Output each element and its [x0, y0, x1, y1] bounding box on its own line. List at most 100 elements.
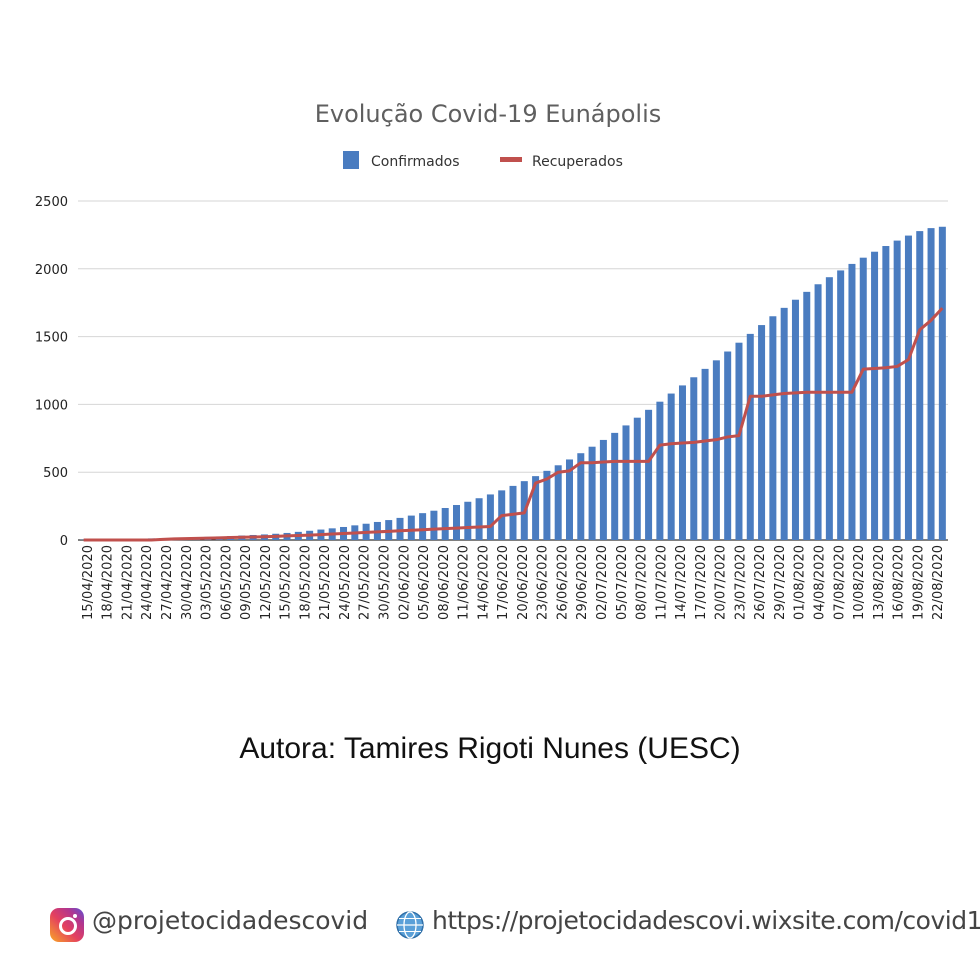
- confirmados-bar: [419, 513, 427, 540]
- globe-icon: [396, 911, 424, 939]
- confirmados-bar: [769, 316, 777, 540]
- x-tick-label: 14/07/2020: [674, 545, 689, 620]
- x-tick-label: 05/06/2020: [417, 545, 432, 620]
- confirmados-bar: [701, 368, 709, 540]
- x-tick-label: 08/07/2020: [635, 545, 650, 620]
- covid-chart: Evolução Covid-19 Eunápolis Confirmados …: [35, 100, 948, 620]
- x-tick-label: 21/05/2020: [318, 545, 333, 620]
- confirmados-bar: [656, 401, 664, 540]
- confirmados-bar: [814, 284, 822, 540]
- confirmados-bar: [396, 517, 404, 540]
- x-tick-label: 21/04/2020: [120, 545, 135, 620]
- x-tick-label: 11/07/2020: [654, 545, 669, 620]
- confirmados-bar: [554, 465, 562, 540]
- confirmados-bar: [599, 439, 607, 540]
- confirmados-bar: [464, 501, 472, 540]
- confirmados-bar: [938, 226, 946, 540]
- x-tick-label: 29/07/2020: [773, 545, 788, 620]
- x-tick-label: 01/08/2020: [793, 545, 808, 620]
- confirmados-bar: [712, 360, 720, 540]
- confirmados-bar: [871, 251, 879, 540]
- confirmados-bar: [543, 470, 551, 540]
- x-axis-ticks: 15/04/2020 18/04/2020 21/04/2020 24/04/2020…: [81, 545, 946, 620]
- x-tick-label: 23/07/2020: [733, 545, 748, 620]
- x-tick-label: 19/08/2020: [911, 545, 926, 620]
- confirmados-bar: [690, 377, 698, 540]
- confirmados-bar: [916, 231, 924, 540]
- confirmados-bar: [893, 240, 901, 540]
- confirmados-bar: [678, 385, 686, 540]
- confirmados-bar: [780, 307, 788, 540]
- confirmados-bar: [724, 351, 732, 540]
- confirmados-bar: [746, 333, 754, 540]
- x-tick-label: 17/07/2020: [694, 545, 709, 620]
- confirmados-bar: [904, 235, 912, 540]
- x-tick-label: 14/06/2020: [476, 545, 491, 620]
- confirmados-bar: [758, 325, 766, 540]
- y-tick-label: 1000: [35, 398, 68, 413]
- x-tick-label: 26/07/2020: [753, 545, 768, 620]
- y-axis-ticks: 0 500 1000 1500 2000 2500: [35, 195, 68, 549]
- x-tick-label: 26/06/2020: [555, 545, 570, 620]
- confirmados-bar: [859, 257, 867, 540]
- recuperados-line: [83, 307, 944, 542]
- confirmados-bar: [645, 409, 653, 540]
- confirmados-bar: [837, 270, 845, 540]
- x-tick-label: 10/08/2020: [852, 545, 867, 620]
- confirmados-bar: [622, 425, 630, 540]
- confirmados-bar: [407, 515, 415, 540]
- x-tick-label: 04/08/2020: [812, 545, 827, 620]
- x-tick-label: 18/04/2020: [101, 545, 116, 620]
- confirmados-bar: [453, 505, 461, 540]
- instagram-handle[interactable]: @projetocidadescovid: [92, 906, 369, 935]
- y-tick-label: 0: [60, 534, 68, 549]
- x-tick-label: 27/05/2020: [358, 545, 373, 620]
- gridlines: [78, 200, 948, 541]
- website-link[interactable]: https://projetocidadescovi.wixsite.com/c…: [432, 906, 980, 935]
- confirmados-bar: [735, 342, 743, 540]
- x-tick-label: 20/07/2020: [714, 545, 729, 620]
- confirmados-bar: [848, 263, 856, 540]
- confirmados-bar: [532, 476, 540, 540]
- x-tick-label: 11/06/2020: [457, 545, 472, 620]
- x-tick-label: 27/04/2020: [160, 545, 175, 620]
- legend-swatch-recuperados: [500, 157, 522, 162]
- confirmados-bar: [825, 277, 833, 540]
- x-tick-label: 22/08/2020: [931, 545, 946, 620]
- legend-label-recuperados: Recuperados: [532, 154, 623, 170]
- x-tick-label: 03/05/2020: [200, 545, 215, 620]
- confirmados-bar: [633, 417, 641, 540]
- confirmados-bar: [667, 393, 675, 540]
- confirmados-bar: [577, 453, 585, 540]
- x-tick-label: 09/05/2020: [239, 545, 254, 620]
- x-tick-label: 08/06/2020: [437, 545, 452, 620]
- x-tick-label: 02/06/2020: [397, 545, 412, 620]
- confirmados-bar: [565, 459, 573, 540]
- x-tick-label: 02/07/2020: [595, 545, 610, 620]
- y-tick-label: 2000: [35, 263, 68, 278]
- confirmados-bar: [475, 498, 483, 540]
- x-tick-label: 20/06/2020: [516, 545, 531, 620]
- chart-legend: Confirmados Recuperados: [343, 151, 623, 170]
- confirmados-bar: [611, 432, 619, 540]
- confirmados-bar: [588, 446, 596, 540]
- x-tick-label: 24/05/2020: [338, 545, 353, 620]
- x-tick-label: 07/08/2020: [832, 545, 847, 620]
- x-tick-label: 13/08/2020: [872, 545, 887, 620]
- chart-title: Evolução Covid-19 Eunápolis: [315, 100, 662, 128]
- y-tick-label: 500: [43, 466, 68, 481]
- x-tick-label: 12/05/2020: [259, 545, 274, 620]
- x-tick-label: 30/05/2020: [377, 545, 392, 620]
- instagram-icon: [50, 908, 84, 942]
- x-tick-label: 30/04/2020: [180, 545, 195, 620]
- legend-label-confirmados: Confirmados: [371, 154, 460, 170]
- confirmados-bar: [430, 510, 438, 540]
- confirmados-bar: [791, 299, 799, 540]
- confirmados-bar: [486, 494, 494, 540]
- recuperados-series-line: [83, 307, 944, 542]
- x-tick-label: 17/06/2020: [496, 545, 511, 620]
- x-tick-label: 06/05/2020: [219, 545, 234, 620]
- confirmados-bar: [803, 291, 811, 540]
- legend-swatch-confirmados: [343, 151, 359, 169]
- x-tick-label: 29/06/2020: [575, 545, 590, 620]
